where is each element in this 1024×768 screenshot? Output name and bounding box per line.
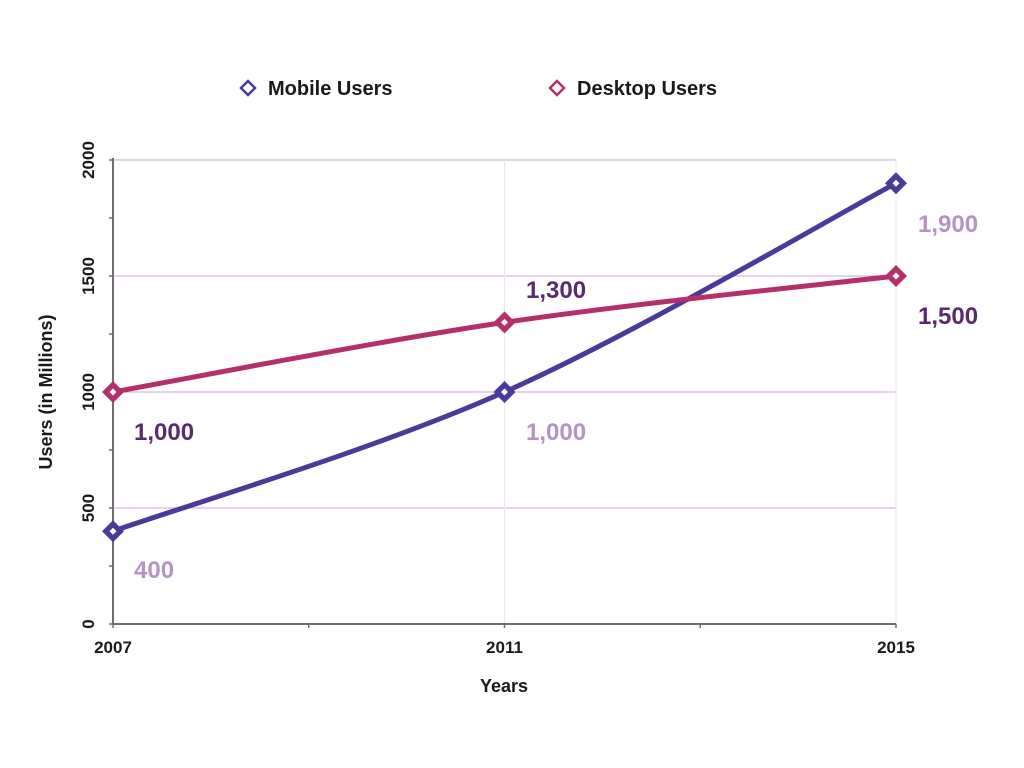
x-tick-label: 2007 [94, 638, 132, 657]
tick-labels: 0 500 1000 1500 2000 2007 2011 2015 [79, 141, 915, 657]
legend-label: Mobile Users [268, 78, 392, 100]
legend-diamond-icon [239, 79, 257, 97]
data-point-marker-hole [501, 388, 508, 396]
data-label: 1,500 [918, 303, 978, 330]
data-label: 1,000 [134, 419, 194, 446]
data-label: 1,900 [918, 211, 978, 238]
series-markers [102, 172, 907, 543]
data-point-marker-hole [501, 318, 508, 326]
y-tick-label: 2000 [79, 141, 98, 179]
data-point-marker-hole [109, 388, 117, 396]
data-point-marker-hole [892, 272, 900, 280]
legend: Mobile Users Desktop Users [239, 78, 717, 100]
x-axis-title: Years [480, 676, 528, 696]
data-point-marker-hole [892, 179, 900, 187]
x-tick-label: 2015 [877, 638, 915, 657]
y-tick-label: 500 [79, 494, 98, 522]
data-point-marker-hole [109, 527, 117, 535]
y-tick-label: 1500 [79, 257, 98, 295]
y-tick-label: 0 [79, 619, 98, 628]
data-label: 1,000 [526, 419, 586, 446]
y-tick-label: 1000 [79, 373, 98, 411]
y-axis-title: Users (in Millions) [36, 314, 56, 469]
data-label: 400 [134, 557, 174, 584]
legend-label: Desktop Users [577, 78, 717, 100]
x-tick-label: 2011 [486, 638, 523, 657]
data-labels: 400 1,000 1,900 1,000 1,300 1,500 [134, 211, 978, 584]
data-label: 1,300 [526, 277, 586, 304]
legend-diamond-icon [548, 79, 566, 97]
